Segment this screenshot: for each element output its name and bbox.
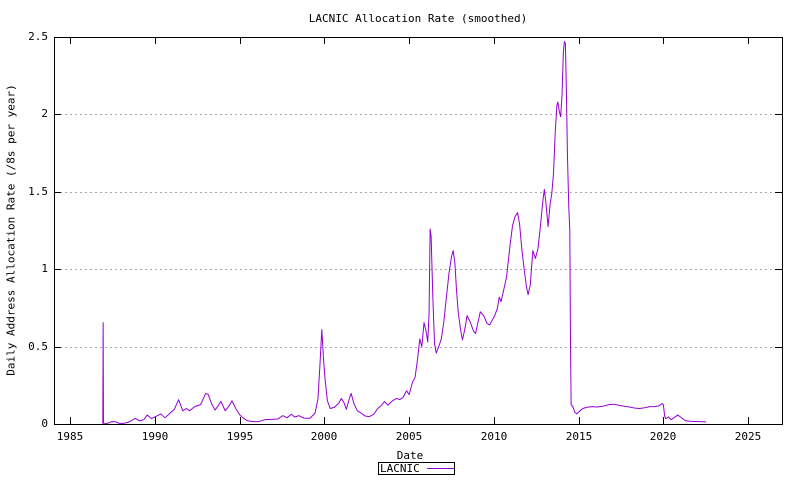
- legend-label-lacnic: LACNIC: [380, 462, 420, 475]
- y-tick-label: 1: [41, 262, 48, 275]
- plot-border: [54, 37, 783, 425]
- y-tick-label: 0.5: [28, 340, 48, 353]
- legend-line-sample-icon: [426, 468, 454, 469]
- x-tick-label: 2020: [649, 430, 677, 443]
- x-tick-label: 2015: [565, 430, 593, 443]
- y-tick-label: 1.5: [28, 185, 48, 198]
- x-tick-label: 1985: [56, 430, 84, 443]
- x-tick-label: 2025: [734, 430, 762, 443]
- x-axis-label: Date: [396, 449, 424, 462]
- y-tick-label: 0: [41, 417, 48, 430]
- x-tick-label: 2010: [480, 430, 508, 443]
- legend: LACNIC: [378, 462, 455, 475]
- x-tick-label: 2005: [395, 430, 423, 443]
- x-tick-label: 2000: [310, 430, 338, 443]
- x-tick-label: 1995: [226, 430, 254, 443]
- y-tick-label: 2: [41, 107, 48, 120]
- x-tick-label: 1990: [141, 430, 169, 443]
- series-line-lacnic: [102, 41, 707, 424]
- chart-title: LACNIC Allocation Rate (smoothed): [308, 12, 528, 25]
- y-tick-label: 2.5: [28, 30, 48, 43]
- y-axis-label: Daily Address Allocation Rate (/8s per y…: [4, 84, 18, 376]
